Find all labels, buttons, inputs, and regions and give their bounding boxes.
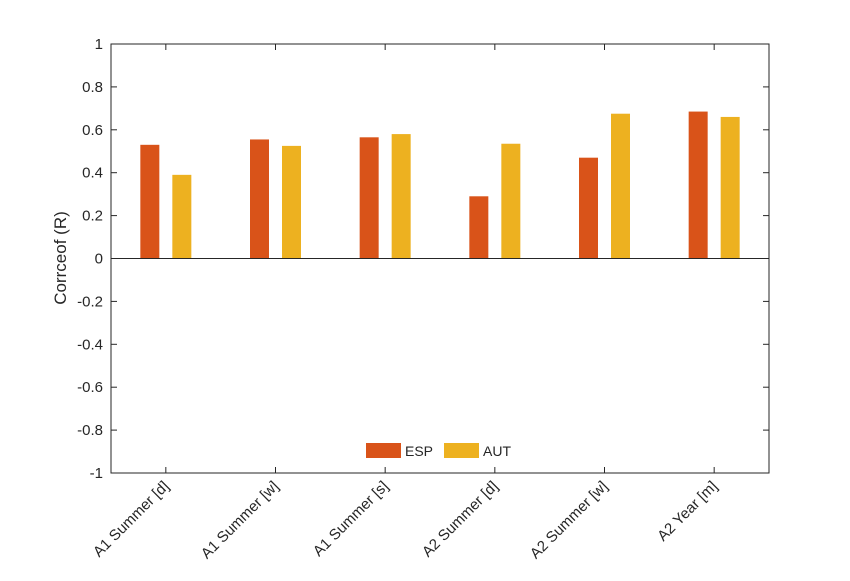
bar-aut-a2-summer-w — [611, 113, 630, 259]
x-tick-label: A1 Summer [s] — [310, 478, 392, 560]
x-tick-label: A1 Summer [w] — [198, 478, 283, 563]
bar-esp-a2-year-m — [688, 111, 708, 259]
bar-esp-a1-summer-d — [140, 144, 160, 259]
x-tick-label: A1 Summer [d] — [90, 478, 173, 561]
bar-esp-a1-summer-w — [250, 139, 269, 259]
legend: ESP AUT — [362, 439, 518, 463]
x-tick-label: A2 Summer [d] — [419, 478, 502, 561]
x-tick-label: A2 Summer [w] — [527, 478, 612, 563]
y-tick-label: 0 — [95, 251, 103, 268]
bar-aut-a1-summer-d — [172, 174, 192, 259]
legend-label-aut: AUT — [483, 443, 511, 459]
legend-swatch-aut — [444, 443, 479, 458]
y-tick-label: -0.2 — [77, 293, 103, 310]
y-tick-label: 0.6 — [82, 122, 103, 139]
y-tick-label: 0.4 — [82, 165, 103, 182]
bar-esp-a1-summer-s — [359, 137, 379, 259]
legend-label-esp: ESP — [405, 443, 433, 459]
bar-esp-a2-summer-w — [579, 157, 598, 259]
bar-aut-a2-year-m — [720, 116, 740, 259]
legend-swatch-esp — [366, 443, 401, 458]
y-tick-label: 1 — [95, 36, 103, 53]
bar-aut-a1-summer-s — [391, 134, 411, 259]
bar-aut-a1-summer-w — [282, 145, 301, 259]
y-tick-label: -0.6 — [77, 379, 103, 396]
y-axis-ticks: 1 0.8 0.6 0.4 0.2 0 -0.2 -0.4 -0.6 -0.8 -1 — [77, 36, 769, 482]
y-tick-label: 0.8 — [82, 79, 103, 96]
x-tick-label: A2 Year [m] — [654, 478, 721, 545]
bar-aut-a2-summer-d — [501, 143, 521, 259]
bar-esp-a2-summer-d — [469, 196, 489, 259]
y-tick-label: 0.2 — [82, 208, 103, 225]
y-tick-label: -0.4 — [77, 336, 103, 353]
y-axis-label: Corrceof (R) — [51, 211, 70, 305]
y-tick-label: -1 — [90, 465, 103, 482]
bars-layer — [140, 111, 740, 259]
y-tick-label: -0.8 — [77, 422, 103, 439]
